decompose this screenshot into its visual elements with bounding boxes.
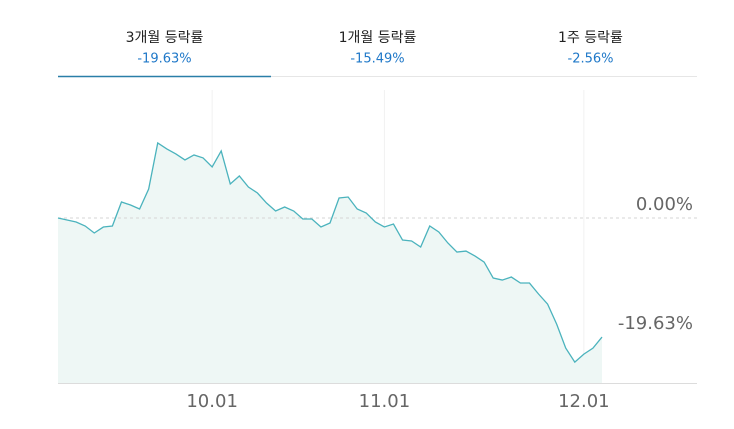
tab[interactable] [58, 20, 271, 76]
tab-label: 3개월 등락률 [126, 30, 204, 46]
tab-value: -19.63% [137, 52, 191, 67]
tab-value: -2.56% [568, 52, 614, 67]
tab-label: 1주 등락률 [558, 30, 623, 46]
x-tick-label: 10.01 [186, 391, 238, 412]
tab[interactable] [271, 20, 484, 76]
y-tick-label: -19.63% [618, 313, 693, 334]
x-tick-label: 12.01 [558, 391, 610, 412]
price-line [57, 141, 603, 364]
area [58, 142, 602, 383]
x-tick-label: 11.01 [359, 391, 411, 412]
tab-value: -15.49% [350, 52, 404, 67]
y-tick-label: 0.00% [636, 194, 693, 215]
tab[interactable] [484, 20, 697, 76]
tab-label: 1개월 등락률 [339, 30, 417, 46]
